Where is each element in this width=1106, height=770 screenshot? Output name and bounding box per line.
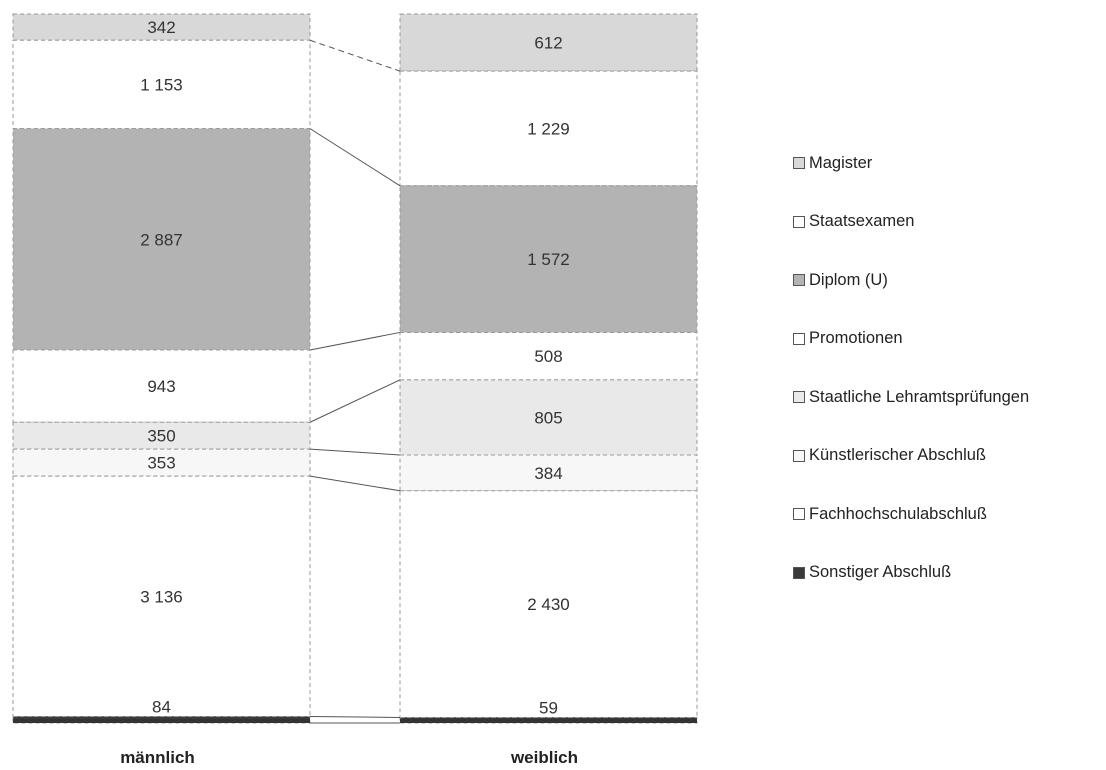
legend-swatch-promotionen bbox=[793, 332, 805, 345]
data-label-promotionen-maennlich: 943 bbox=[147, 377, 175, 396]
connector-line bbox=[309, 128, 401, 187]
legend-label-promotionen: Promotionen bbox=[809, 329, 903, 347]
legend-item-sonstiger: Sonstiger Abschluß bbox=[793, 558, 1106, 588]
bar-segment-magister-maennlich bbox=[12, 13, 311, 41]
data-label-magister-maennlich: 342 bbox=[147, 18, 175, 37]
category-label-maennlich: männlich bbox=[120, 748, 195, 767]
bar-segment-magister-weiblich bbox=[399, 13, 698, 72]
legend-swatch-sonstiger bbox=[793, 566, 805, 579]
connector-line bbox=[309, 379, 401, 423]
data-label-diplom-u-maennlich: 2 887 bbox=[140, 230, 183, 249]
data-label-staatsexamen-weiblich: 1 229 bbox=[527, 119, 570, 138]
bar-segment-k-nstlerischer-abschlu-weiblich bbox=[399, 454, 698, 492]
connector-line bbox=[309, 475, 401, 492]
legend-label-sonstiger: Sonstiger Abschluß bbox=[809, 563, 952, 581]
legend-item-fachhochschule: Fachhochschulabschluß bbox=[793, 499, 1106, 529]
legend-label-kuenstlerisch: Künstlerischer Abschluß bbox=[809, 446, 986, 464]
connector-line bbox=[309, 716, 401, 718]
bar-segment-diplom-u-maennlich bbox=[12, 128, 311, 351]
legend-label-lehramt: Staatliche Lehramtsprüfungen bbox=[809, 387, 1030, 406]
legend-item-staatsexamen: Staatsexamen bbox=[793, 207, 1106, 237]
bar-segment-fachhochschulabschlu-weiblich bbox=[399, 490, 698, 718]
bar-baseline-weiblich bbox=[400, 719, 697, 723]
data-label-fachhochschulabschlu-maennlich: 3 136 bbox=[140, 587, 183, 606]
data-label-k-nstlerischer-abschlu-weiblich: 384 bbox=[534, 464, 562, 483]
data-label-sonstiger-abschlu-weiblich: 59 bbox=[539, 698, 558, 717]
category-label-weiblich: weiblich bbox=[510, 748, 578, 767]
data-label-magister-weiblich: 612 bbox=[534, 34, 562, 53]
connector-line bbox=[309, 39, 401, 72]
connector-line bbox=[309, 331, 401, 351]
connector-line bbox=[309, 448, 401, 456]
legend-label-magister: Magister bbox=[809, 153, 873, 172]
data-label-k-nstlerischer-abschlu-maennlich: 353 bbox=[147, 454, 175, 473]
data-label-diplom-u-weiblich: 1 572 bbox=[527, 250, 570, 269]
legend-item-magister: Magister bbox=[793, 148, 1106, 178]
legend-swatch-lehramt bbox=[793, 391, 805, 403]
legend-item-lehramt: Staatliche Lehramtsprüfungen bbox=[793, 382, 1106, 412]
data-label-staatsexamen-maennlich: 1 153 bbox=[140, 75, 183, 94]
data-label-sonstiger-abschlu-maennlich: 84 bbox=[152, 698, 171, 717]
legend-swatch-kuenstlerisch bbox=[793, 449, 805, 462]
legend-item-diplom: Diplom (U) bbox=[793, 265, 1106, 295]
legend-item-promotionen: Promotionen bbox=[793, 324, 1106, 354]
bar-segment-staatsexamen-weiblich bbox=[399, 70, 698, 187]
legend-swatch-fachhochschule bbox=[793, 508, 805, 520]
data-label-staatliche-lehramtspr-fungen-weiblich: 805 bbox=[534, 408, 562, 427]
legend-label-staatsexamen: Staatsexamen bbox=[809, 212, 915, 230]
legend-item-kuenstlerisch: Künstlerischer Abschluß bbox=[793, 441, 1106, 471]
legend-swatch-diplom bbox=[793, 274, 805, 286]
bar-segment-k-nstlerischer-abschlu-maennlich bbox=[12, 448, 311, 477]
bar-segment-diplom-u-weiblich bbox=[399, 185, 698, 333]
bar-segment-staatsexamen-maennlich bbox=[12, 39, 311, 130]
legend-swatch-staatsexamen bbox=[793, 215, 805, 228]
bar-segment-fachhochschulabschlu-maennlich bbox=[12, 475, 311, 718]
bar-segment-staatliche-lehramtspr-fungen-maennlich bbox=[12, 421, 311, 450]
legend: Magister Staatsexamen Diplom (U) Promoti… bbox=[793, 148, 1106, 616]
legend-swatch-magister bbox=[793, 157, 805, 169]
legend-label-diplom: Diplom (U) bbox=[809, 270, 888, 289]
legend-label-fachhochschule: Fachhochschulabschluß bbox=[809, 504, 987, 523]
bar-segment-promotionen-maennlich bbox=[12, 349, 311, 423]
data-label-promotionen-weiblich: 508 bbox=[534, 347, 562, 366]
bar-baseline-maennlich bbox=[13, 719, 310, 723]
data-label-fachhochschulabschlu-weiblich: 2 430 bbox=[527, 595, 570, 614]
data-label-staatliche-lehramtspr-fungen-maennlich: 350 bbox=[147, 427, 175, 446]
